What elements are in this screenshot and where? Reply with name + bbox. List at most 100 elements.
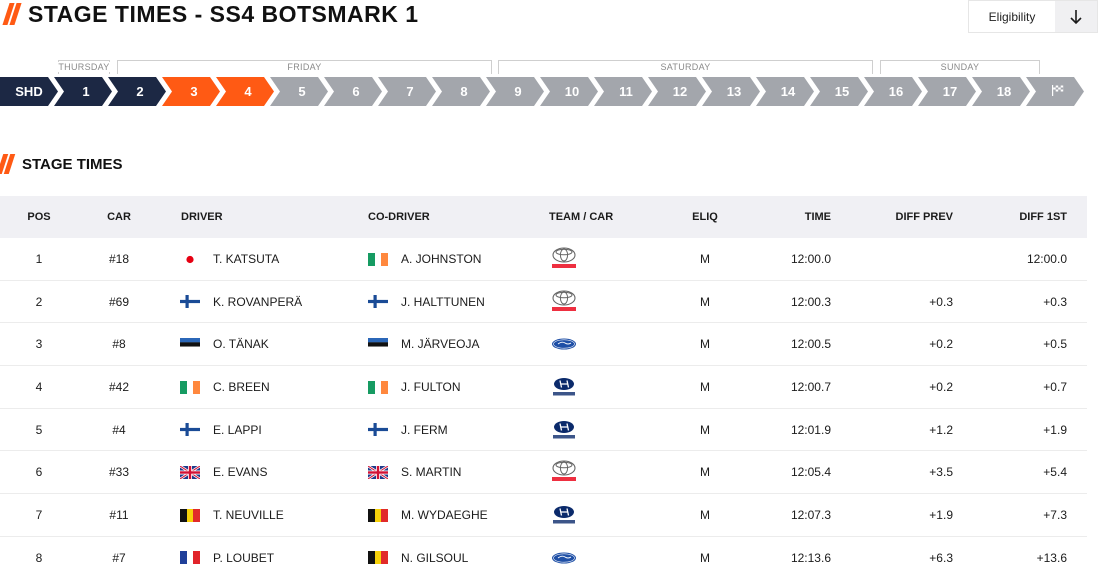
slash-accent-icon	[0, 154, 16, 174]
stage-label: 2	[136, 84, 144, 99]
table-row[interactable]: 5 #4 E. LAPPI J. FERM M 12:01.9 +1.2 +1.9	[0, 409, 1087, 452]
stage-13[interactable]: 13	[702, 77, 760, 106]
stage-time: 12:01.9	[790, 422, 831, 437]
col-team: TEAM / CAR	[549, 211, 614, 223]
france-flag-icon	[180, 551, 213, 565]
hyundai-logo-icon	[548, 494, 580, 536]
codriver-cell[interactable]: J. FULTON	[368, 366, 548, 408]
eliq-value: M	[700, 508, 710, 523]
stage-nav: SHD 1 2 3 4 5 6 7 8 9 10 11 12 13 14 15 16 17 18	[0, 77, 1100, 106]
pos-value: 4	[35, 380, 43, 395]
stage-4[interactable]: 4	[216, 77, 274, 106]
stage-shd[interactable]: SHD	[0, 77, 58, 106]
codriver-cell[interactable]: J. HALTTUNEN	[368, 281, 548, 323]
day-label: SUNDAY	[937, 62, 983, 72]
codriver-cell[interactable]: J. FERM	[368, 409, 548, 451]
codriver-cell[interactable]: M. JÄRVEOJA	[368, 323, 548, 365]
diff-prev: +1.9	[929, 508, 953, 523]
ford-logo-icon	[548, 537, 580, 578]
pos-value: 7	[35, 508, 43, 523]
col-car: CAR	[107, 211, 131, 223]
driver-cell[interactable]: P. LOUBET	[180, 537, 360, 578]
table-row[interactable]: 3 #8 O. TÄNAK M. JÄRVEOJA M 12:00.5 +0.2 +0.5	[0, 323, 1087, 367]
table-row[interactable]: 8 #7 P. LOUBET N. GILSOUL M 12:13.6 +6.3 +13.6	[0, 537, 1087, 578]
stage-15[interactable]: 15	[810, 77, 868, 106]
driver-cell[interactable]: K. ROVANPERÄ	[180, 281, 360, 323]
driver-cell[interactable]: T. NEUVILLE	[180, 494, 360, 536]
toyota-logo-icon	[548, 281, 580, 323]
codriver-name: J. FULTON	[401, 380, 461, 395]
belgium-flag-icon	[368, 551, 401, 565]
stage-17[interactable]: 17	[918, 77, 976, 106]
table-row[interactable]: 2 #69 K. ROVANPERÄ J. HALTTUNEN M 12:00.3 +0.3…	[0, 281, 1087, 324]
stage-label: 12	[672, 84, 688, 99]
diff-first: +0.7	[1043, 380, 1067, 395]
eliq-value: M	[700, 422, 710, 437]
stage-7[interactable]: 7	[378, 77, 436, 106]
driver-cell[interactable]: C. BREEN	[180, 366, 360, 408]
stage-9[interactable]: 9	[486, 77, 544, 106]
stage-11[interactable]: 11	[594, 77, 652, 106]
stage-18[interactable]: 18	[972, 77, 1030, 106]
results-table: 1 #18 T. KATSUTA A. JOHNSTON M 12:00.0 12:00.0…	[0, 238, 1087, 578]
stage-3[interactable]: 3	[162, 77, 220, 106]
codriver-cell[interactable]: S. MARTIN	[368, 451, 548, 493]
eliq-value: M	[700, 550, 710, 565]
diff-prev: +3.5	[929, 465, 953, 480]
driver-cell[interactable]: T. KATSUTA	[180, 238, 360, 280]
car-number: #11	[109, 508, 129, 523]
stage-12[interactable]: 12	[648, 77, 706, 106]
ireland-flag-icon	[368, 380, 401, 394]
finish-flag-icon	[1051, 84, 1065, 99]
stage-2[interactable]: 2	[108, 77, 166, 106]
col-pos: POS	[27, 211, 51, 223]
codriver-cell[interactable]: N. GILSOUL	[368, 537, 548, 578]
stage-1[interactable]: 1	[54, 77, 112, 106]
car-number: #7	[112, 550, 126, 565]
table-header: POS CAR DRIVER CO-DRIVER TEAM / CAR ELIQ…	[0, 196, 1087, 238]
arrow-down-icon[interactable]	[1055, 1, 1097, 32]
stage-label: 5	[298, 84, 306, 99]
diff-prev	[860, 238, 953, 280]
driver-name: E. EVANS	[213, 465, 268, 480]
ford-logo-icon	[548, 323, 580, 365]
stage-label: 7	[406, 84, 414, 99]
diff-first: +5.4	[1043, 465, 1067, 480]
pos-value: 8	[35, 550, 43, 565]
driver-cell[interactable]: E. EVANS	[180, 451, 360, 493]
table-row[interactable]: 6 #33 E. EVANS S. MARTIN M 12:05.4 +3.5 +5.4	[0, 451, 1087, 495]
eligibility-dropdown[interactable]: Eligibility	[968, 0, 1098, 33]
codriver-name: M. JÄRVEOJA	[401, 337, 480, 352]
estonia-flag-icon	[180, 337, 213, 351]
table-row[interactable]: 4 #42 C. BREEN J. FULTON M 12:00.7 +0.2 +0.7	[0, 366, 1087, 409]
pos-value: 3	[35, 337, 43, 352]
diff-first: +7.3	[1043, 508, 1067, 523]
stage-5[interactable]: 5	[270, 77, 328, 106]
table-row[interactable]: 1 #18 T. KATSUTA A. JOHNSTON M 12:00.0 12:00.0	[0, 238, 1087, 281]
stage-label: 6	[352, 84, 360, 99]
stage-10[interactable]: 10	[540, 77, 598, 106]
day-label: SATURDAY	[657, 62, 714, 72]
stage-8[interactable]: 8	[432, 77, 490, 106]
section-title: STAGE TIMES	[22, 155, 123, 173]
car-number: #18	[108, 252, 130, 266]
estonia-flag-icon	[368, 337, 401, 351]
page-header: STAGE TIMES - SS4 BOTSMARK 1	[2, 0, 419, 28]
driver-cell[interactable]: O. TÄNAK	[180, 323, 360, 365]
codriver-cell[interactable]: M. WYDAEGHE	[368, 494, 548, 536]
day-sunday: SUNDAY	[880, 60, 1040, 74]
eliq-value: M	[700, 252, 710, 266]
stage-6[interactable]: 6	[324, 77, 382, 106]
driver-cell[interactable]: E. LAPPI	[180, 409, 360, 451]
stage-finish[interactable]	[1026, 77, 1084, 106]
codriver-cell[interactable]: A. JOHNSTON	[368, 238, 548, 280]
hyundai-logo-icon	[548, 409, 580, 451]
car-number: #8	[112, 337, 126, 352]
stage-label: 11	[619, 84, 633, 99]
uk-flag-icon	[368, 465, 401, 479]
ireland-flag-icon	[368, 252, 401, 266]
stage-label: 16	[888, 84, 904, 99]
stage-14[interactable]: 14	[756, 77, 814, 106]
table-row[interactable]: 7 #11 T. NEUVILLE M. WYDAEGHE M 12:07.3 +1.9 +7…	[0, 494, 1087, 537]
stage-16[interactable]: 16	[864, 77, 922, 106]
